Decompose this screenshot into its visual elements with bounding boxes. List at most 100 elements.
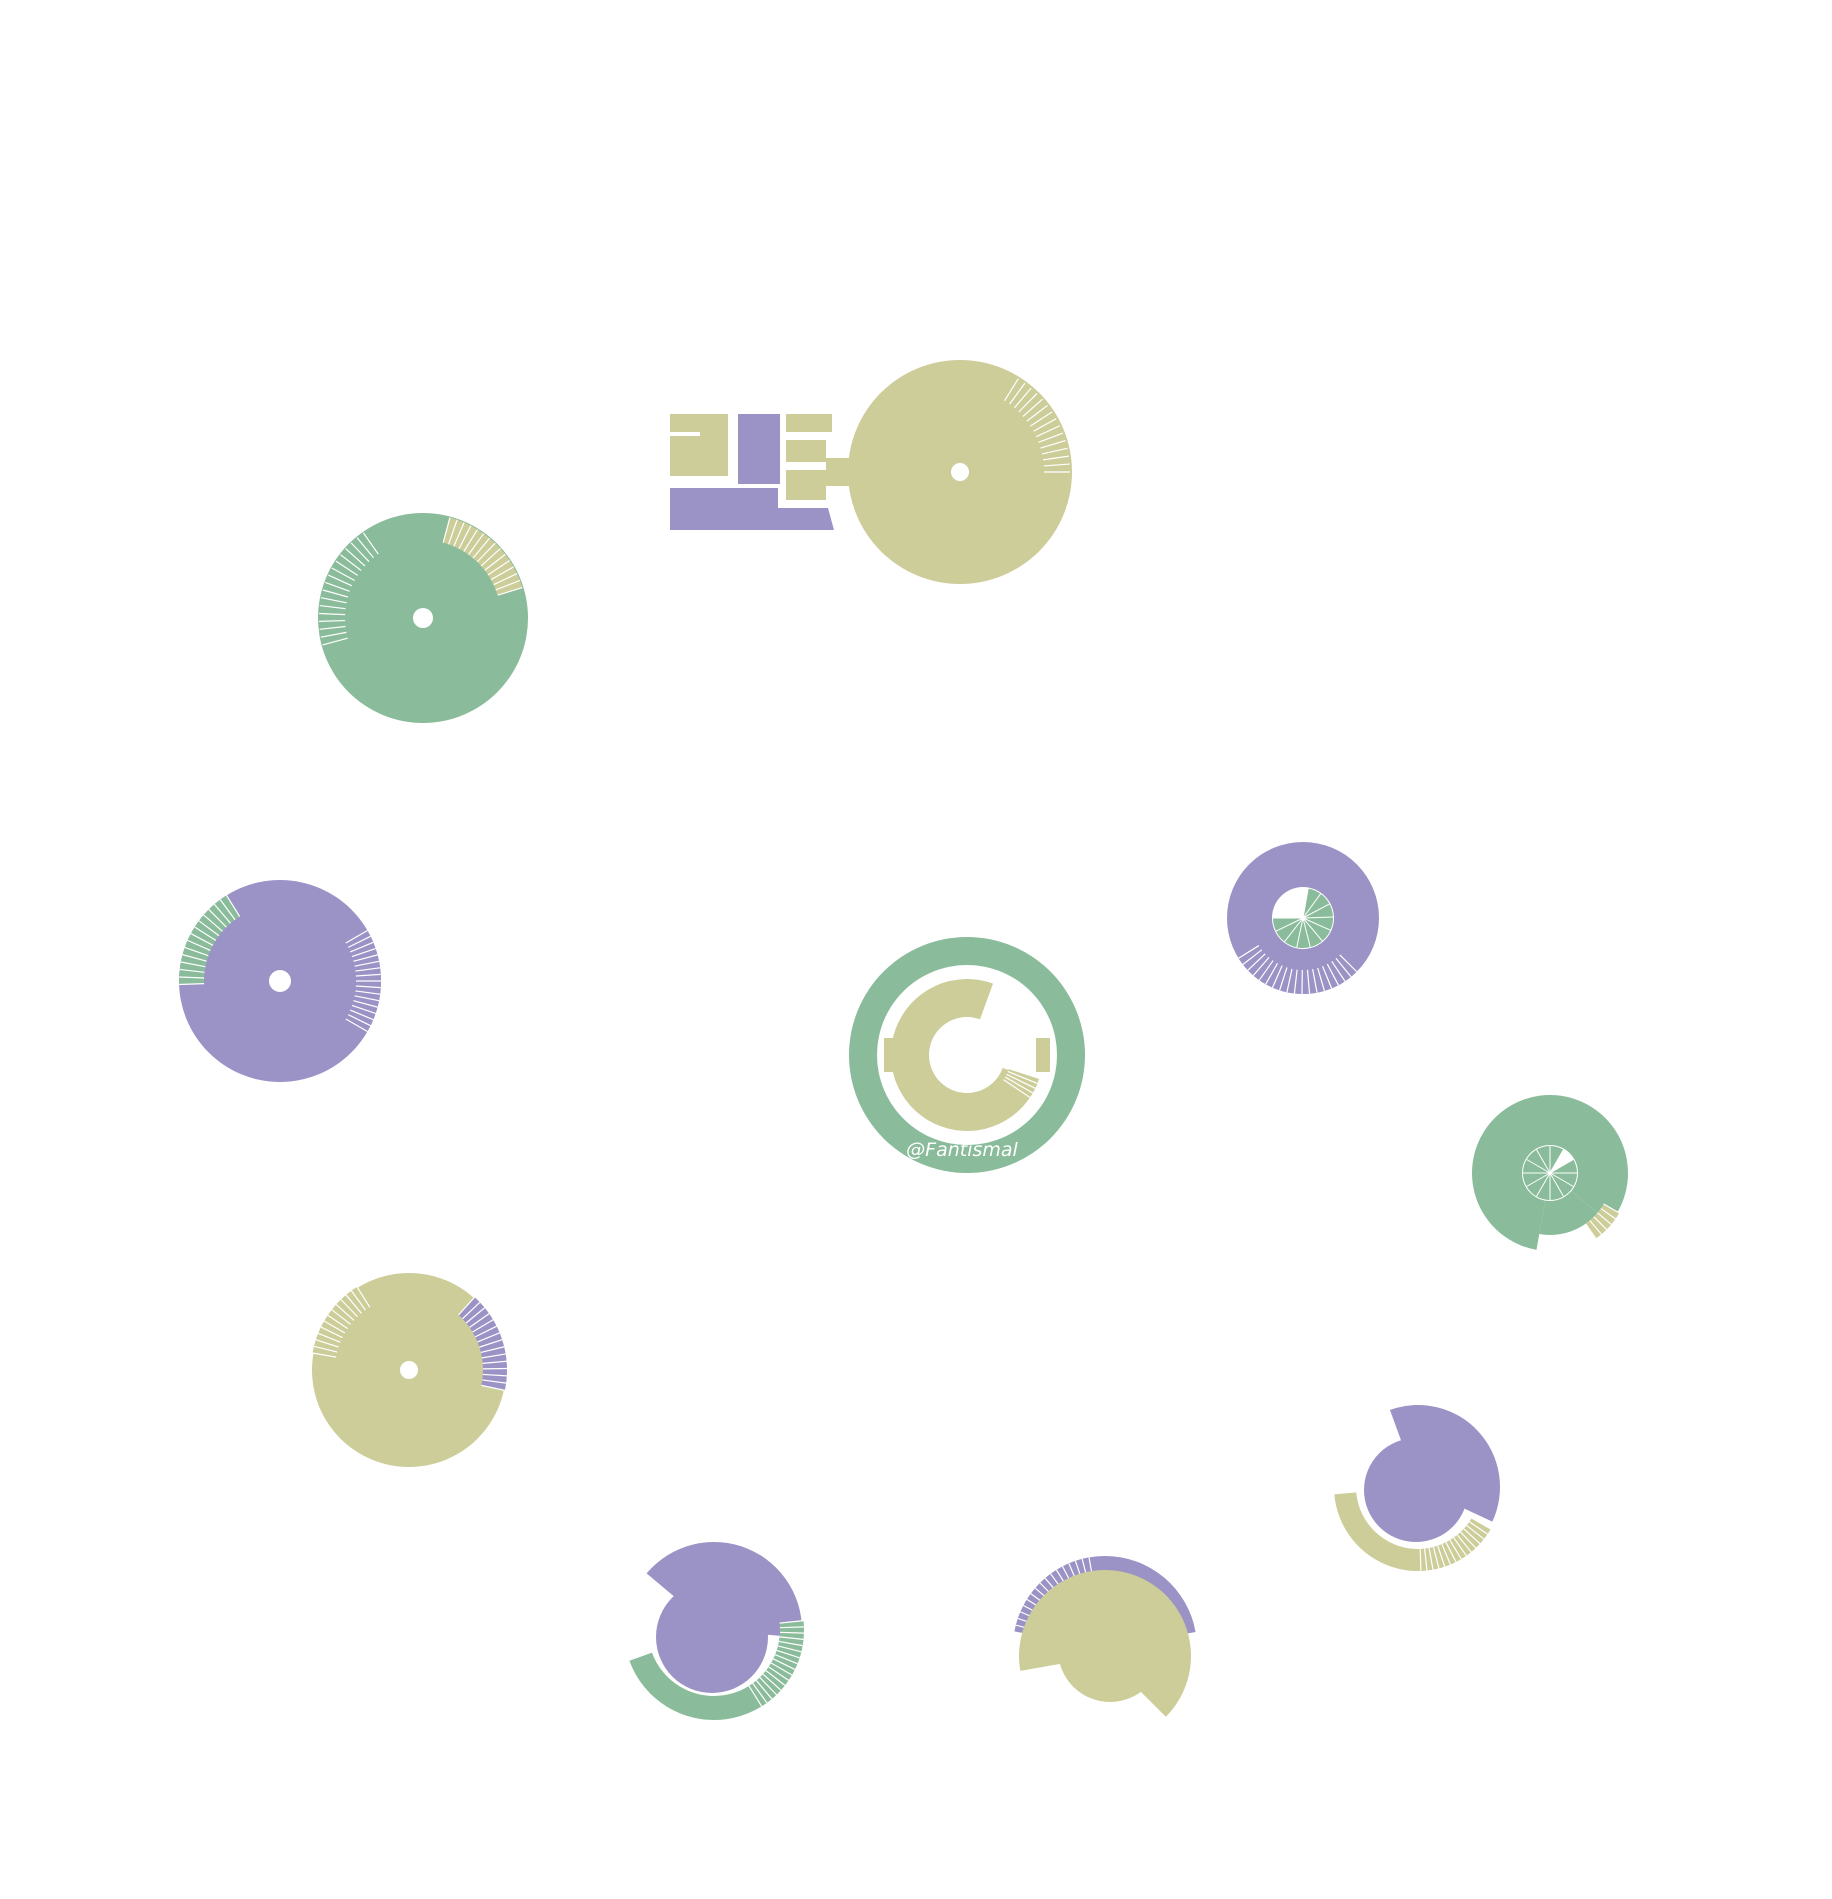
stair-step (1271, 965, 1283, 988)
stair-step (493, 573, 518, 586)
stair-step (474, 1325, 497, 1338)
stair-step (770, 1662, 793, 1676)
stair-step (1339, 954, 1358, 973)
spiral-step (1302, 903, 1330, 919)
spiral-step (1536, 1149, 1551, 1174)
stair-step (1293, 969, 1298, 994)
stair-step (317, 1332, 341, 1343)
stair-step (356, 1286, 371, 1308)
room-khaki-notched-mid (786, 440, 826, 462)
watermark: @Fantismal (906, 1139, 1018, 1161)
stairs-khaki-lower-purple (458, 1296, 508, 1391)
stair-step (328, 574, 353, 587)
stair-step (1326, 963, 1340, 986)
stair-step (1428, 1547, 1434, 1570)
stair-step (213, 903, 232, 924)
stair-step (479, 1339, 503, 1348)
stair-step (1286, 968, 1293, 993)
stair-step (468, 533, 485, 556)
room-khaki-notched (786, 414, 832, 432)
stair-step (480, 548, 501, 567)
stair-step (347, 935, 371, 948)
stair-step (463, 529, 478, 552)
tower-khaki-lower (312, 1273, 508, 1467)
stair-step (179, 976, 205, 979)
stair-step (335, 1303, 355, 1321)
stair-step (1466, 1524, 1485, 1540)
stair-step (1013, 387, 1032, 409)
tower-purple-bottom-left-core (656, 1581, 768, 1693)
tower-purple-right (1227, 842, 1379, 995)
stair-step (349, 1009, 374, 1021)
stair-step (453, 522, 465, 547)
stair-step (353, 954, 378, 962)
stair-step (345, 929, 368, 944)
stair-step (779, 1626, 804, 1629)
stair-step (319, 604, 346, 610)
stair-step (1449, 1539, 1462, 1560)
stair-step (349, 941, 374, 953)
stair-step (315, 1339, 339, 1348)
stair-band (1585, 1204, 1620, 1239)
stair-step (1252, 956, 1270, 976)
room-purple-base-slope (828, 508, 834, 530)
spiral-step (1549, 1172, 1574, 1187)
stair-step (1445, 1542, 1457, 1563)
stair-step (472, 1319, 494, 1333)
stair-step (1585, 1223, 1597, 1239)
room-purple-base-right (778, 508, 828, 530)
stair-step (1008, 1068, 1040, 1080)
stair-step (1033, 418, 1057, 432)
stair-step (495, 579, 521, 591)
stair-step (1322, 965, 1333, 989)
stair-step (1306, 969, 1311, 994)
spiral-step (1526, 1172, 1551, 1187)
stair-step (1331, 961, 1346, 982)
stairs-green-upper-khaki (442, 517, 523, 596)
stair-step (778, 1640, 803, 1647)
tower-khaki-large-column (951, 463, 969, 481)
stair-step (1437, 1545, 1446, 1567)
stair-step (180, 961, 206, 968)
stair-step (1242, 949, 1263, 965)
stair-step (325, 581, 350, 592)
stairs-purple-bottom-right (1419, 1517, 1492, 1571)
stairs-purple-right-outer (1238, 945, 1358, 995)
stair-step (465, 1307, 486, 1324)
stair-step (448, 519, 458, 545)
stair-step (355, 985, 381, 989)
stair-step (1460, 1531, 1477, 1549)
stair-step (487, 559, 510, 576)
spiral-step (1302, 917, 1311, 948)
stair-step (1030, 411, 1053, 427)
stair-step (350, 1290, 366, 1311)
stair-step (1589, 1220, 1602, 1235)
stair-step (1258, 960, 1274, 981)
stair-step (1453, 1537, 1467, 1557)
stair-step (1603, 1203, 1620, 1214)
tower-central-left-wall (884, 1038, 898, 1072)
room-purple-base (670, 488, 778, 530)
stair-step (219, 899, 236, 921)
stair-step (225, 895, 241, 917)
stair-step (768, 1666, 789, 1681)
stairs-purple-bottom-left (748, 1619, 805, 1707)
stair-step (462, 1301, 481, 1320)
stair-step (312, 1352, 337, 1358)
stair-step (322, 589, 349, 598)
stair-step (755, 1680, 773, 1700)
tower-green-upper (318, 513, 528, 723)
spiral-step (1296, 917, 1304, 948)
stair-band (748, 1620, 805, 1707)
stair-step (362, 532, 379, 555)
stair-step (351, 1004, 376, 1015)
stair-step (203, 914, 223, 932)
stair-step (198, 920, 220, 937)
stair-step (1004, 378, 1019, 402)
stair-band (179, 895, 240, 985)
stair-step (1432, 1546, 1440, 1569)
stair-step (481, 1384, 505, 1391)
stair-step (442, 517, 451, 543)
spiral-step (1302, 916, 1333, 919)
stair-step (765, 1670, 786, 1686)
